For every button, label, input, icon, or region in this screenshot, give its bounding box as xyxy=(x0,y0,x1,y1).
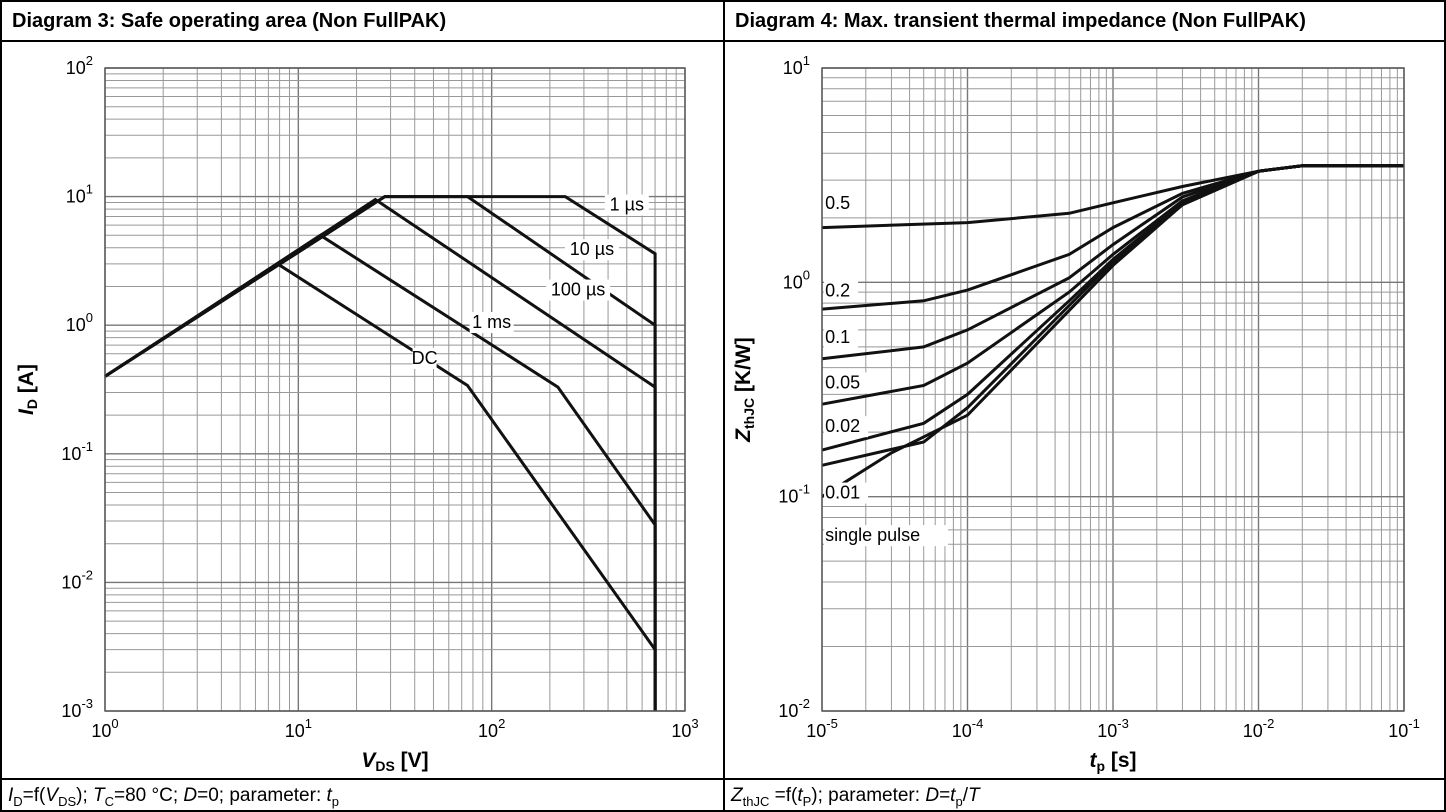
y-axis-label: ZthJC [K/W] xyxy=(732,337,757,443)
x-tick-label: 10-4 xyxy=(952,716,984,741)
y-tick-label: 10-2 xyxy=(778,696,810,721)
series-label: single pulse xyxy=(825,525,920,545)
chart-1: 100 101 102 103 10-3 10-2 10-1 100 101 102 VDS [V]… xyxy=(15,53,699,774)
y-tick-label: 101 xyxy=(66,182,93,207)
x-tick-label: 10-2 xyxy=(1243,716,1275,741)
y-tick-label: 100 xyxy=(783,267,810,292)
chart-2: 10-5 10-4 10-3 10-2 10-1 10-2 10-1 100 101 tp [s]… xyxy=(732,53,1420,774)
y-tick-label: 10-1 xyxy=(778,482,810,507)
series-label: 0.5 xyxy=(825,193,850,213)
plot-frame xyxy=(105,68,685,711)
series-label: 0.02 xyxy=(825,416,860,436)
y-tick-label: 10-3 xyxy=(61,696,93,721)
series-label: 0.01 xyxy=(825,483,860,503)
x-tick-label: 10-5 xyxy=(806,716,838,741)
series-line-100-µs xyxy=(105,200,655,712)
x-tick-label: 102 xyxy=(478,716,505,741)
series-label: 0.2 xyxy=(825,280,850,300)
series-label: 0.05 xyxy=(825,372,860,392)
x-tick-label: 100 xyxy=(91,716,118,741)
y-tick-label: 10-1 xyxy=(61,439,93,464)
y-tick-label: 100 xyxy=(66,310,93,335)
series-label: DC xyxy=(412,348,438,368)
y-tick-label: 102 xyxy=(66,53,93,78)
y-tick-label: 10-2 xyxy=(61,567,93,592)
x-tick-label: 101 xyxy=(285,716,312,741)
x-tick-label: 10-3 xyxy=(1097,716,1129,741)
series-label: 0.1 xyxy=(825,327,850,347)
series-label: 1 ms xyxy=(472,312,511,332)
series-label: 100 µs xyxy=(551,280,605,300)
y-tick-label: 101 xyxy=(783,53,810,78)
x-axis-label: tp [s] xyxy=(1089,749,1136,774)
grid xyxy=(105,68,685,711)
series-label: 1 µs xyxy=(610,194,644,214)
series-line-1-ms xyxy=(105,235,655,711)
x-tick-label: 10-1 xyxy=(1388,716,1420,741)
y-axis-label: ID [A] xyxy=(15,364,40,415)
x-tick-label: 103 xyxy=(671,716,698,741)
x-axis-label: VDS [V] xyxy=(361,749,428,774)
series-label: 10 µs xyxy=(570,239,614,259)
